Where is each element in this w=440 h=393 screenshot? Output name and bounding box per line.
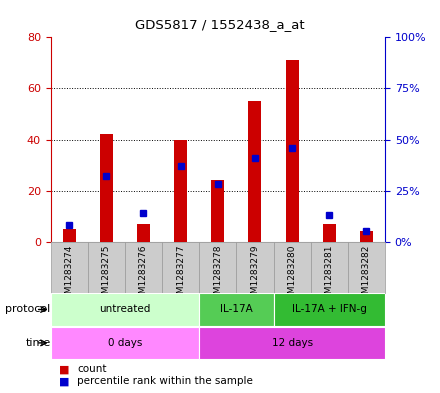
Bar xyxy=(199,327,385,359)
Text: GSM1283277: GSM1283277 xyxy=(176,244,185,305)
Bar xyxy=(274,294,385,325)
Text: count: count xyxy=(77,364,106,375)
Text: time: time xyxy=(26,338,51,348)
Bar xyxy=(323,224,336,242)
Bar xyxy=(360,231,373,242)
Bar xyxy=(286,60,299,242)
Text: GSM1283278: GSM1283278 xyxy=(213,244,222,305)
Bar xyxy=(62,229,76,242)
Bar xyxy=(125,242,162,293)
Text: GSM1283275: GSM1283275 xyxy=(102,244,111,305)
Text: protocol: protocol xyxy=(5,305,51,314)
Text: IL-17A + IFN-g: IL-17A + IFN-g xyxy=(292,305,367,314)
Bar xyxy=(311,242,348,293)
Bar xyxy=(162,242,199,293)
Text: GDS5817 / 1552438_a_at: GDS5817 / 1552438_a_at xyxy=(135,18,305,31)
Text: GSM1283276: GSM1283276 xyxy=(139,244,148,305)
Bar xyxy=(199,242,236,293)
Bar xyxy=(51,242,88,293)
Bar xyxy=(348,242,385,293)
Text: percentile rank within the sample: percentile rank within the sample xyxy=(77,376,253,386)
Bar xyxy=(100,134,113,242)
Bar xyxy=(211,180,224,242)
Text: GSM1283282: GSM1283282 xyxy=(362,244,371,305)
Bar xyxy=(51,327,199,359)
Text: 12 days: 12 days xyxy=(271,338,313,348)
Text: GSM1283274: GSM1283274 xyxy=(65,244,73,305)
Bar xyxy=(199,294,274,325)
Text: ■: ■ xyxy=(59,376,70,386)
Bar xyxy=(137,224,150,242)
Text: GSM1283280: GSM1283280 xyxy=(288,244,297,305)
Bar xyxy=(88,242,125,293)
Bar xyxy=(51,294,199,325)
Bar xyxy=(249,101,261,242)
Bar xyxy=(236,242,274,293)
Text: ■: ■ xyxy=(59,364,70,375)
Text: untreated: untreated xyxy=(99,305,150,314)
Bar xyxy=(274,242,311,293)
Text: IL-17A: IL-17A xyxy=(220,305,253,314)
Text: 0 days: 0 days xyxy=(108,338,142,348)
Text: GSM1283279: GSM1283279 xyxy=(250,244,260,305)
Bar xyxy=(174,140,187,242)
Text: GSM1283281: GSM1283281 xyxy=(325,244,334,305)
